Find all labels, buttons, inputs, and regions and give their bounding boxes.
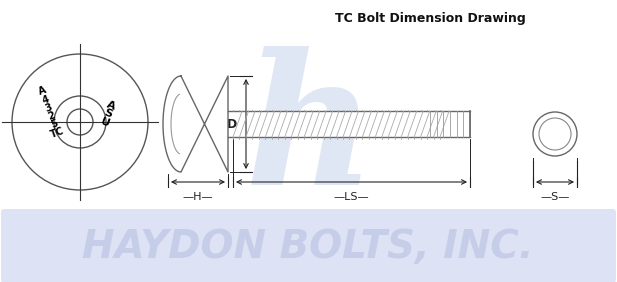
Text: HAYDON BOLTS, INC.: HAYDON BOLTS, INC. (82, 228, 534, 266)
Text: —S—: —S— (540, 192, 569, 202)
Circle shape (539, 118, 571, 150)
Text: —H—: —H— (183, 192, 213, 202)
FancyBboxPatch shape (1, 209, 616, 282)
Text: A
S
U: A S U (99, 100, 117, 129)
Circle shape (533, 112, 577, 156)
Circle shape (54, 96, 106, 148)
Circle shape (12, 54, 148, 190)
Text: A
4
3
2
5
TC: A 4 3 2 5 TC (34, 84, 66, 140)
Polygon shape (228, 111, 470, 137)
Text: h: h (244, 46, 376, 222)
Text: —LS—: —LS— (334, 192, 370, 202)
Text: TC Bolt Dimension Drawing: TC Bolt Dimension Drawing (334, 12, 525, 25)
Circle shape (67, 109, 93, 135)
Polygon shape (163, 76, 228, 172)
Text: D: D (227, 118, 237, 131)
